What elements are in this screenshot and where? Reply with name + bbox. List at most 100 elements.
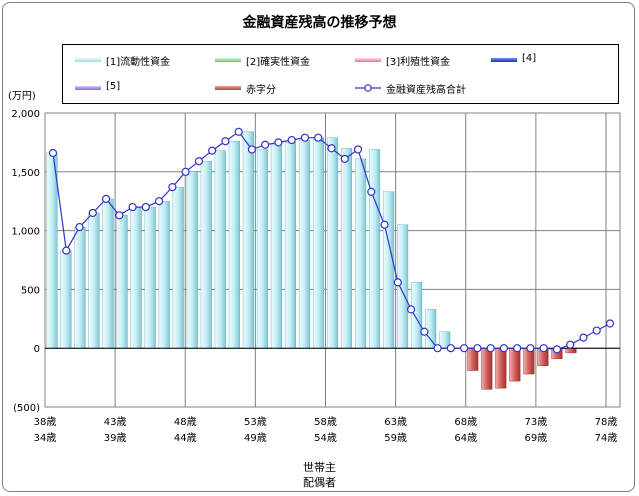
legend-label-secure: [2]確実性資金 [246, 57, 311, 68]
total-point [353, 145, 363, 154]
x-tick-label-primary: 73歳 [524, 416, 547, 428]
bar-liquid [270, 144, 282, 349]
total-point [274, 138, 283, 147]
bar-deficit [509, 348, 521, 382]
total-point [473, 344, 482, 353]
total-point [380, 220, 389, 229]
legend-swatch-liquid [75, 58, 101, 62]
chart-title: 金融資産残高の推移予想 [242, 15, 397, 31]
total-point [539, 344, 548, 353]
bar-liquid [256, 149, 268, 349]
total-point [128, 202, 137, 212]
legend-line-marker-icon [355, 84, 381, 92]
total-point [327, 144, 336, 153]
y-tick-label: 2,000 [11, 109, 40, 120]
total-point [406, 305, 416, 314]
total-point [168, 182, 177, 192]
legend-label-5: [5] [106, 81, 121, 92]
bar-liquid [46, 152, 58, 349]
x-tick-label-primary: 58歳 [314, 416, 337, 428]
y-tick-label: 0 [34, 344, 40, 355]
legend-swatch-4 [491, 58, 517, 62]
total-point [393, 278, 402, 287]
legend-swatch-secure [215, 58, 241, 62]
y-axis-unit: (万円) [8, 91, 36, 102]
total-point [605, 319, 615, 328]
legend-swatch-deficit [215, 86, 241, 90]
total-point [460, 344, 469, 353]
total-point [141, 202, 150, 212]
total-point [579, 333, 588, 342]
bar-liquid [284, 142, 296, 349]
bar-deficit [481, 348, 493, 390]
x-tick-label-secondary: 74歳 [595, 432, 618, 444]
bar-liquid [228, 141, 240, 349]
bar-liquid [172, 186, 184, 349]
bar-liquid [102, 198, 114, 349]
x-tick-label-secondary: 54歳 [314, 432, 337, 444]
total-point [101, 194, 111, 203]
bar-liquid [355, 158, 367, 349]
bar-liquid [397, 224, 409, 349]
bar-liquid [130, 206, 142, 349]
legend-label-liquid: [1]流動性資金 [106, 57, 171, 68]
total-point [499, 344, 509, 353]
x-tick-label-secondary: 64歳 [454, 432, 477, 444]
y-tick-label: 1,000 [11, 227, 40, 238]
chart-legend: [1]流動性資金 [2]確実性資金 [3]利殖性資金 [4] [5] 赤字分 金… [62, 44, 619, 104]
total-point [75, 222, 84, 232]
legend-label-investment: [3]利殖性資金 [386, 57, 451, 68]
x-tick-label-primary: 68歳 [454, 416, 477, 428]
total-point [48, 148, 58, 158]
total-point [181, 167, 190, 176]
total-point [314, 133, 323, 142]
x-tick-label-primary: 78歳 [595, 416, 618, 428]
total-point [526, 344, 535, 353]
total-point [486, 344, 495, 353]
bar-liquid [88, 212, 100, 349]
x-tick-label-secondary: 39歳 [104, 432, 127, 444]
total-point [247, 145, 257, 154]
total-point [115, 211, 124, 220]
bar-liquid [312, 137, 325, 349]
bar-liquid [144, 206, 156, 349]
x-tick-label-primary: 43歳 [104, 416, 127, 428]
total-point [513, 344, 522, 353]
x-axis-label-primary: 世帯主 [303, 461, 336, 474]
total-point [234, 127, 243, 136]
total-point [287, 135, 296, 145]
bar-liquid [186, 171, 198, 349]
total-point [592, 326, 601, 335]
legend-label-4: [4] [522, 53, 537, 64]
x-tick-label-primary: 63歳 [384, 416, 407, 428]
total-point [566, 340, 575, 349]
bar-deficit [495, 348, 507, 389]
legend-swatch-investment [355, 58, 381, 62]
x-tick-label-secondary: 34歳 [34, 432, 57, 444]
x-tick-label-primary: 53歳 [244, 416, 267, 428]
total-point [221, 137, 230, 146]
total-point [340, 154, 349, 163]
legend-label-deficit: 赤字分 [246, 85, 276, 96]
x-tick-label-primary: 48歳 [174, 416, 197, 428]
total-point [194, 157, 203, 166]
bar-liquid [116, 215, 128, 349]
legend-item-total: 金融資産残高合計 [355, 81, 535, 96]
total-point [367, 187, 376, 196]
total-point [154, 197, 164, 206]
bar-liquid [369, 149, 381, 349]
legend-label-total: 金融資産残高合計 [386, 85, 466, 96]
total-point [433, 344, 442, 353]
total-point [446, 344, 455, 353]
x-tick-label-secondary: 44歳 [174, 432, 197, 444]
bar-liquid [298, 139, 310, 349]
total-point [88, 208, 97, 218]
bar-liquid [158, 200, 170, 349]
total-point [261, 140, 270, 149]
total-point [62, 246, 71, 255]
x-tick-label-primary: 38歳 [34, 416, 57, 428]
y-tick-label: 1,500 [11, 168, 40, 179]
bar-liquid [326, 137, 339, 349]
bar-liquid [200, 161, 212, 349]
